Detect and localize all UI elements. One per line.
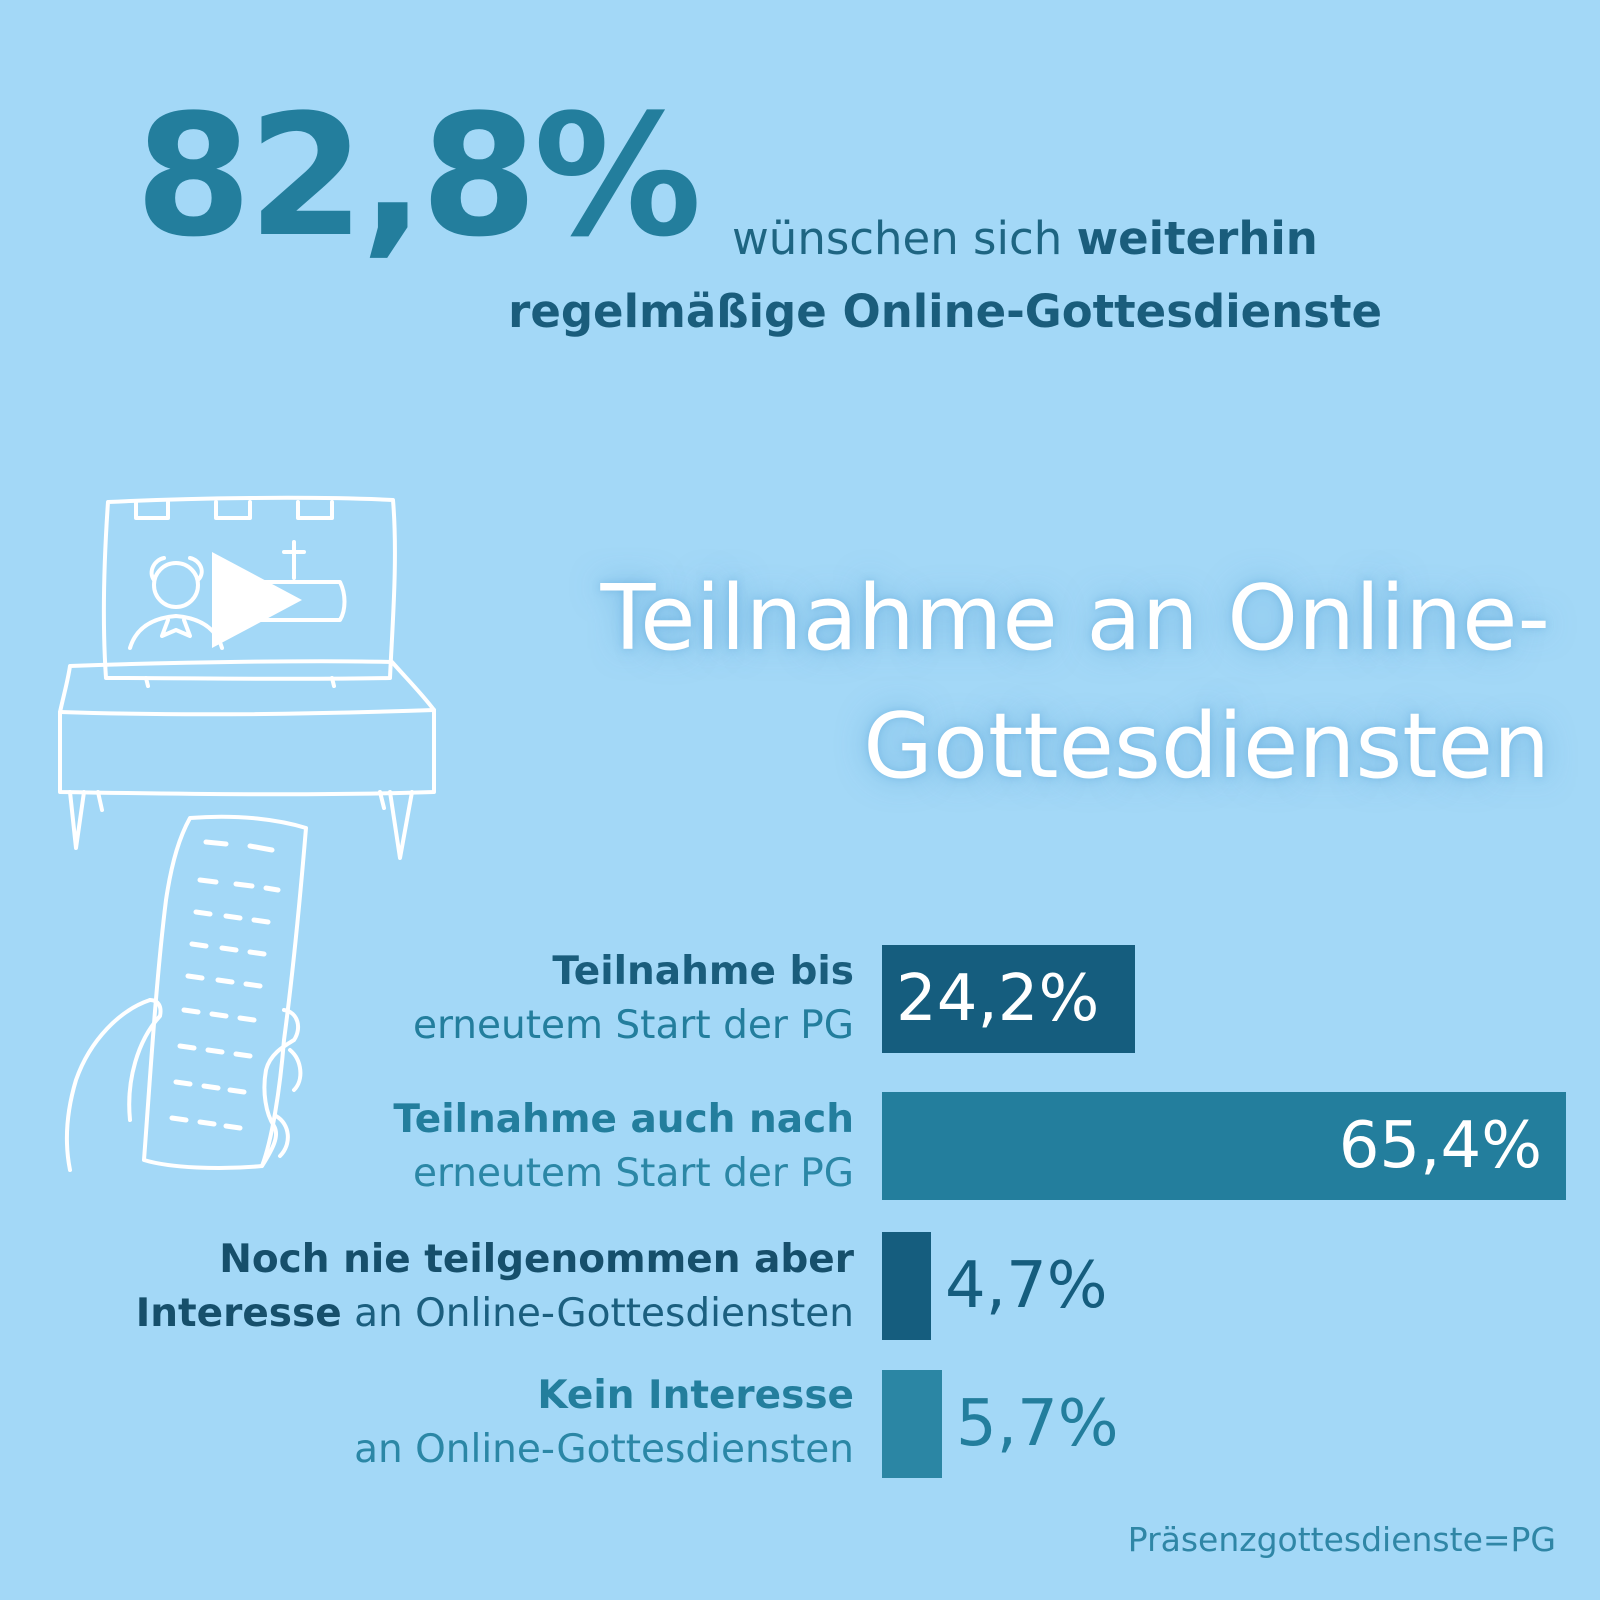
play-icon [212, 552, 302, 648]
section-title-line1: Teilnahme an Online- [600, 566, 1550, 671]
bar-label-1: Teilnahme auch nach erneutem Start der P… [393, 1093, 854, 1201]
bar-2 [882, 1232, 931, 1340]
bar-3 [882, 1370, 942, 1478]
headline-text-bold: weiterhin [1076, 212, 1318, 265]
value-label-3: 5,7% [956, 1387, 1119, 1461]
remote-buttons [169, 839, 281, 1131]
bar-label-2: Noch nie teilgenommen aber Interesse an … [136, 1233, 854, 1341]
bar-label-3: Kein Interesse an Online-Gottesdiensten [354, 1369, 854, 1477]
bar-label-0-light: erneutem Start der PG [412, 1003, 854, 1048]
bar-label-0-strong: Teilnahme bis [552, 949, 854, 994]
headline-percent: 82,8% [135, 78, 702, 274]
bar-label-2-strong: Noch nie teilgenommen aber [219, 1237, 854, 1282]
tv-remote-illustration [58, 495, 436, 1172]
bar-label-0: Teilnahme bis erneutem Start der PG [413, 945, 854, 1053]
value-label-0: 24,2% [896, 962, 1100, 1036]
bar-label-3-light: an Online-Gottesdiensten [354, 1427, 854, 1472]
bar-label-3-strong: Kein Interesse [537, 1373, 854, 1418]
value-label-2: 4,7% [945, 1249, 1108, 1323]
section-title-line2: Gottesdiensten [863, 694, 1550, 799]
headline-text-line2: regelmäßige Online-Gottesdienste [508, 285, 1382, 338]
footnote: Präsenzgottesdienste=PG [1127, 1520, 1556, 1559]
tv-icon [58, 495, 436, 860]
section-title: Teilnahme an Online- Gottesdiensten [450, 555, 1550, 811]
value-label-1: 65,4% [1338, 1109, 1542, 1183]
bar-label-2-strong2: Interesse [135, 1291, 342, 1336]
remote-control-icon [64, 814, 308, 1172]
bar-1 [882, 1092, 1566, 1200]
bar-0 [882, 945, 1135, 1053]
bar-label-2-light: an Online-Gottesdiensten [354, 1291, 854, 1336]
cross-icon [282, 540, 306, 580]
bar-label-1-light: erneutem Start der PG [412, 1151, 854, 1196]
headline-text-line1: wünschen sich weiterhin [732, 212, 1318, 266]
headline-text-plain: wünschen sich [732, 212, 1063, 265]
bar-label-1-strong: Teilnahme auch nach [393, 1097, 854, 1142]
